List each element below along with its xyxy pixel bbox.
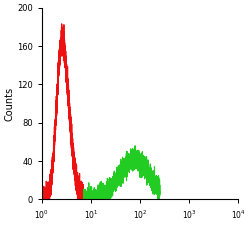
Y-axis label: Counts: Counts (4, 86, 14, 121)
